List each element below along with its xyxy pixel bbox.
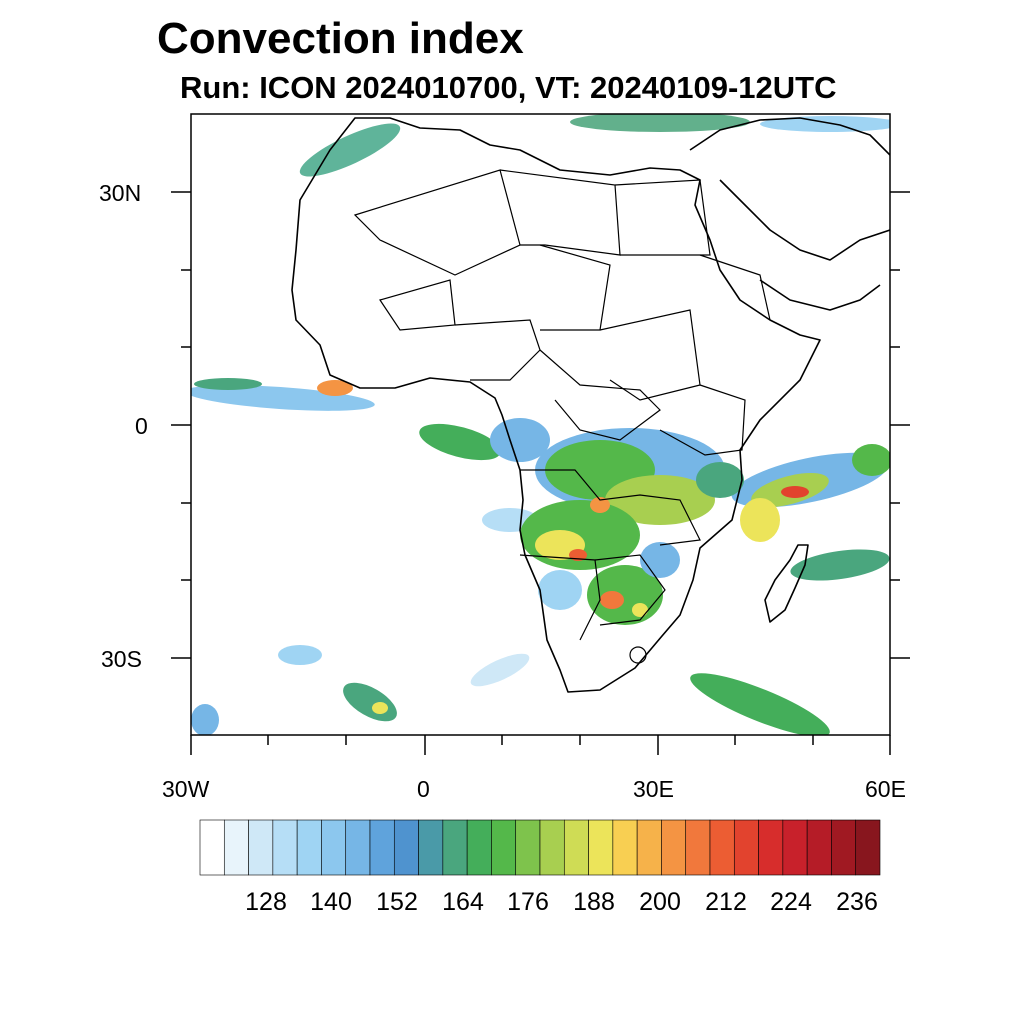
colorbar-swatch [855, 819, 881, 876]
convection-patch [632, 603, 648, 617]
colorbar-label: 224 [770, 888, 812, 916]
convection-patch [590, 497, 610, 513]
lon-label-30w: 30W [162, 776, 210, 802]
colorbar-swatch [223, 819, 249, 876]
colorbar-label: 188 [573, 888, 615, 916]
colorbar-label: 212 [705, 888, 747, 916]
colorbar [199, 819, 881, 876]
africa-coastline [291, 117, 890, 693]
colorbar-swatch [296, 819, 322, 876]
colorbar-label: 236 [836, 888, 878, 916]
lat-label-0: 0 [135, 413, 148, 439]
convection-patch [605, 475, 715, 525]
convection-patch [317, 380, 353, 396]
convection-patch [372, 702, 388, 714]
convection-patch [278, 645, 322, 665]
convection-patch [600, 591, 624, 609]
colorbar-swatch [418, 819, 444, 876]
colorbar-swatch [661, 819, 687, 876]
colorbar-swatch [321, 819, 347, 876]
colorbar-swatch [636, 819, 662, 876]
convection-patch [343, 682, 397, 722]
convection-patch [740, 498, 780, 542]
convection-patch [191, 385, 375, 411]
convection-field [191, 114, 890, 735]
colorbar-swatch [515, 819, 541, 876]
lon-label-30e: 30E [633, 776, 674, 802]
country-borders [353, 169, 771, 664]
colorbar-swatch [272, 819, 298, 876]
colorbar-swatch [733, 819, 759, 876]
colorbar-swatch [539, 819, 565, 876]
convection-patch [419, 423, 501, 461]
chart-title: Convection index [157, 14, 524, 63]
convection-patch [790, 549, 890, 581]
convection-patch [194, 378, 262, 390]
colorbar-swatch [345, 819, 371, 876]
colorbar-swatch [782, 819, 808, 876]
convection-patch [538, 570, 582, 610]
colorbar-swatch [248, 819, 274, 876]
colorbar-swatch [563, 819, 589, 876]
colorbar-label: 128 [245, 888, 287, 916]
colorbar-swatch [369, 819, 395, 876]
lon-label-60e: 60E [865, 776, 906, 802]
colorbar-label: 176 [507, 888, 549, 916]
convection-patch [299, 123, 401, 177]
colorbar-swatch [806, 819, 832, 876]
colorbar-swatch [199, 819, 225, 876]
colorbar-swatch [393, 819, 419, 876]
colorbar-swatch [709, 819, 735, 876]
colorbar-swatch [831, 819, 857, 876]
convection-patch [191, 704, 219, 735]
lon-label-0: 0 [417, 776, 430, 802]
colorbar-swatch [442, 819, 468, 876]
axis-ticks [171, 191, 910, 755]
colorbar-label: 152 [376, 888, 418, 916]
convection-patch [470, 653, 530, 687]
colorbar-swatch [491, 819, 517, 876]
convection-patch [490, 418, 550, 462]
convection-patch [570, 114, 750, 132]
colorbar-swatch [685, 819, 711, 876]
chart-subtitle: Run: ICON 2024010700, VT: 20240109-12UTC [180, 70, 837, 105]
colorbar-label: 164 [442, 888, 484, 916]
convection-patch [760, 116, 890, 132]
colorbar-swatch [758, 819, 784, 876]
colorbar-label: 140 [310, 888, 352, 916]
convection-patch [852, 444, 890, 476]
colorbar-label: 200 [639, 888, 681, 916]
colorbar-swatch [612, 819, 638, 876]
convection-patch [690, 673, 830, 735]
colorbar-swatch [466, 819, 492, 876]
convection-patch [781, 486, 809, 498]
convection-patch [640, 542, 680, 578]
lat-label-30s: 30S [101, 646, 142, 672]
colorbar-swatch [588, 819, 614, 876]
lat-label-30n: 30N [99, 180, 142, 206]
convection-patch [696, 462, 744, 498]
